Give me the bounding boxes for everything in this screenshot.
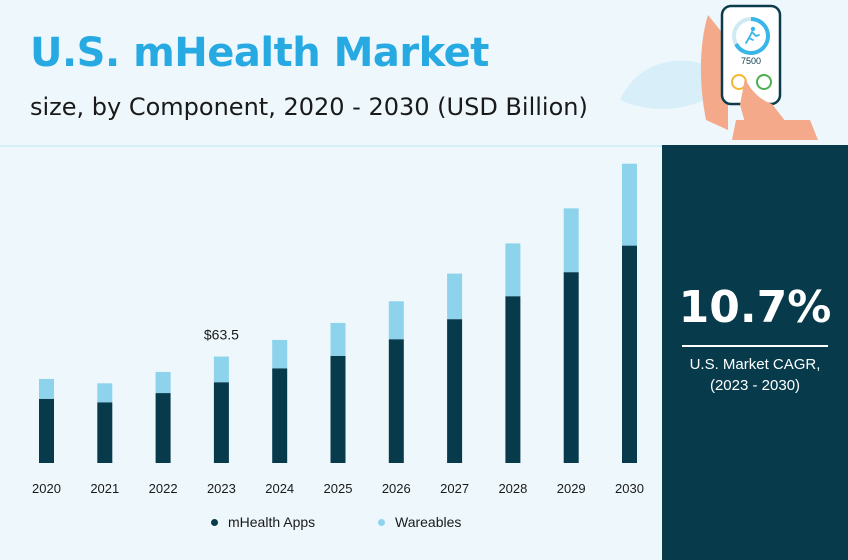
bar-wearables-2026 [388, 301, 404, 340]
page-subtitle: size, by Component, 2020 - 2030 (USD Bil… [30, 93, 588, 121]
x-tick-label-2024: 2024 [265, 481, 294, 496]
bar-apps-2027 [447, 319, 463, 463]
step-count: 7500 [741, 56, 761, 66]
x-tick-label-2021: 2021 [90, 481, 119, 496]
cagr-label-line1: U.S. Market CAGR, [689, 356, 821, 373]
cagr-panel: 10.7% U.S. Market CAGR, (2023 - 2030) [662, 145, 848, 560]
legend-item-apps: mHealth Apps [211, 514, 315, 530]
bar-wearables-2025 [330, 322, 346, 356]
cagr-value: 10.7% [678, 282, 832, 333]
running-person-icon [745, 26, 760, 44]
bar-apps-2023 [213, 382, 229, 463]
bar-wearables-2021 [97, 383, 113, 403]
bar-apps-2030 [622, 245, 637, 463]
x-tick-label-2026: 2026 [382, 481, 411, 496]
x-tick-label-2020: 2020 [32, 481, 61, 496]
hand-palm [732, 120, 818, 140]
bar-apps-2026 [388, 339, 404, 463]
page-title: U.S. mHealth Market [30, 30, 489, 76]
bar-apps-2028 [505, 296, 521, 463]
x-tick-label-2030: 2030 [615, 481, 644, 496]
x-tick-label-2027: 2027 [440, 481, 469, 496]
bar-wearables-2030 [622, 163, 637, 246]
data-label-2023: $63.5 [204, 327, 239, 343]
x-tick-label-2029: 2029 [557, 481, 586, 496]
bar-wearables-2023 [213, 356, 229, 383]
cagr-label-line2: (2023 - 2030) [709, 377, 801, 394]
bar-wearables-2024 [272, 339, 288, 369]
cagr-label: U.S. Market CAGR, (2023 - 2030) [662, 354, 848, 396]
phone-illustration: 7500 [620, 4, 818, 140]
bar-wearables-2029 [563, 208, 579, 273]
bar-apps-2025 [330, 355, 346, 463]
legend-swatch-apps [211, 518, 218, 526]
legend-label-wearables: Wareables [395, 514, 462, 530]
stacked-bar-chart: 2020 2021 2022 2023 $63.5 2024 2025 2026 2027 202… [32, 163, 644, 496]
header-divider [0, 145, 662, 147]
legend-label-apps: mHealth Apps [228, 514, 316, 530]
cagr-divider [682, 345, 828, 347]
x-tick-label-2023: 2023 [207, 481, 236, 496]
bar-apps-2022 [155, 393, 171, 463]
bar-wearables-2022 [155, 371, 171, 394]
x-tick-label-2022: 2022 [149, 481, 178, 496]
bar-wearables-2027 [447, 273, 463, 320]
location-pin-icon [756, 74, 772, 90]
legend-item-wearables: Wareables [378, 514, 461, 530]
bar-apps-2024 [272, 368, 288, 463]
chart-legend: mHealth Apps Wareables [0, 514, 662, 532]
bar-wearables-2020 [39, 378, 54, 399]
bar-apps-2021 [97, 402, 113, 463]
x-tick-label-2028: 2028 [498, 481, 527, 496]
step-ring-progress [734, 17, 770, 55]
legend-swatch-wearables [378, 518, 385, 526]
bar-apps-2020 [39, 398, 54, 463]
bar-apps-2029 [563, 272, 579, 463]
bar-wearables-2028 [505, 243, 521, 297]
x-tick-label-2025: 2025 [324, 481, 353, 496]
